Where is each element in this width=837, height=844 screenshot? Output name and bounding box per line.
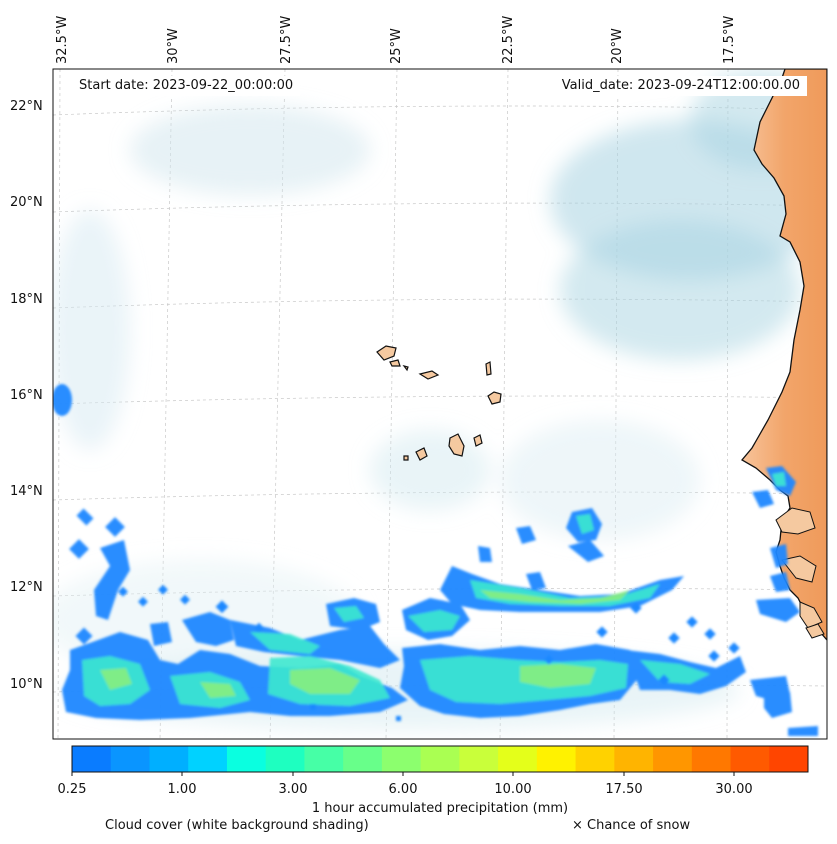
longitude-labels: 32.5°W 30°W 27.5°W 25°W 22.5°W 20°W 17.5… (55, 16, 737, 64)
precipitation-field (53, 384, 818, 736)
snow-chance-note: × Chance of snow (572, 818, 691, 833)
colorbar-segment (265, 746, 305, 772)
lon-label: 25°W (389, 28, 404, 64)
colorbar-segment (498, 746, 538, 772)
lat-label: 18°N (10, 292, 43, 307)
colorbar-title: 1 hour accumulated precipitation (mm) (311, 801, 569, 816)
colorbar (72, 746, 809, 772)
valid-date-label: Valid_date: 2023-09-24T12:00:00.00 (554, 76, 807, 96)
latitude-labels: 22°N 20°N 18°N 16°N 14°N 12°N 10°N (10, 99, 43, 692)
colorbar-segment (226, 746, 267, 772)
colorbar-segment (304, 746, 344, 772)
colorbar-tick-label: 0.25 (58, 782, 87, 797)
lon-label: 30°W (166, 28, 181, 64)
colorbar-ticks (71, 772, 735, 776)
colorbar-segment (536, 746, 577, 772)
lat-label: 20°N (10, 195, 43, 210)
colorbar-frame (71, 745, 809, 773)
map-frame (52, 68, 828, 740)
lat-label: 14°N (10, 484, 43, 499)
colorbar-segment (149, 746, 189, 772)
colorbar-tick-label: 17.50 (605, 782, 642, 797)
colorbar-tick-labels: 0.25 1.00 3.00 6.00 10.00 17.50 30.00 (58, 782, 753, 797)
colorbar-segment (691, 746, 732, 772)
lat-label: 16°N (10, 388, 43, 403)
lat-label: 12°N (10, 580, 43, 595)
colorbar-segment (420, 746, 460, 772)
start-date-label: Start date: 2023-09-22_00:00:00 (72, 76, 301, 96)
cloud-cover-note: Cloud cover (white background shading) (105, 818, 369, 833)
colorbar-tick-label: 3.00 (279, 782, 308, 797)
colorbar-tick-label: 30.00 (715, 782, 752, 797)
lat-label: 10°N (10, 677, 43, 692)
colorbar-segment (575, 746, 615, 772)
colorbar-segment (110, 746, 150, 772)
colorbar-segment (459, 746, 499, 772)
colorbar-segment (653, 746, 693, 772)
colorbar-segment (381, 746, 422, 772)
lon-label: 32.5°W (55, 16, 70, 64)
lon-label: 20°W (610, 28, 625, 64)
colorbar-tick-label: 6.00 (389, 782, 418, 797)
colorbar-segment (614, 746, 654, 772)
cape-verde-islands (376, 345, 502, 461)
lon-label: 17.5°W (722, 16, 737, 64)
coast-islands-south (775, 507, 825, 639)
colorbar-segment (769, 746, 809, 772)
colorbar-segment (343, 746, 383, 772)
lon-label: 27.5°W (279, 16, 294, 64)
colorbar-segment (188, 746, 228, 772)
africa-land (741, 69, 827, 641)
lat-label: 22°N (10, 99, 43, 114)
colorbar-tick-label: 10.00 (494, 782, 531, 797)
lon-label: 22.5°W (501, 16, 516, 64)
colorbar-tick-label: 1.00 (168, 782, 197, 797)
colorbar-segment (730, 746, 770, 772)
colorbar-segment (72, 746, 112, 772)
